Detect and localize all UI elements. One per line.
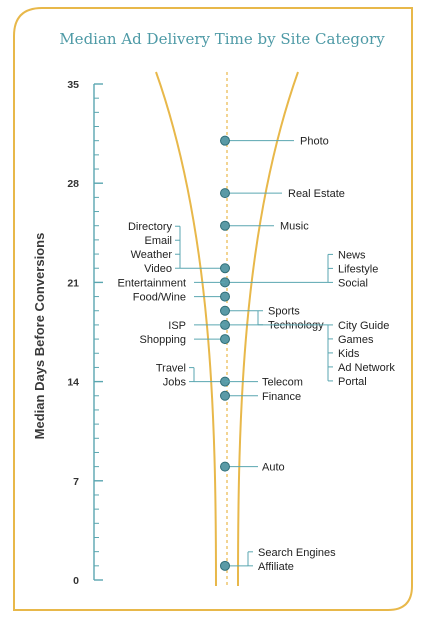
category-label-travel: Travel xyxy=(156,363,186,375)
category-label-city-guide: City Guide xyxy=(338,320,389,332)
category-label-portal: Portal xyxy=(338,376,367,388)
chart-marks: Photo Real Estate Music Directory Email Weath… xyxy=(118,135,395,573)
funnel-guides xyxy=(155,71,299,587)
category-label-kids: Kids xyxy=(338,348,360,360)
category-label-email: Email xyxy=(144,235,172,247)
category-label-news: News xyxy=(338,249,366,261)
y-tick-label: 35 xyxy=(67,79,79,91)
category-label-entertainment: Entertainment xyxy=(118,277,186,289)
category-label-telecom: Telecom xyxy=(262,377,303,389)
category-label-ad-network: Ad Network xyxy=(338,362,395,374)
data-point-auto xyxy=(220,461,230,472)
funnel-left-curve xyxy=(155,71,217,587)
category-label-search-engines: Search Engines xyxy=(258,547,336,559)
category-label-social: Social xyxy=(338,277,368,289)
y-tick-label: 0 xyxy=(73,575,79,587)
y-tick-label: 14 xyxy=(67,377,79,389)
data-point-real-estate xyxy=(220,188,230,199)
data-point-search-engines xyxy=(220,560,230,571)
category-label-games: Games xyxy=(338,334,374,346)
category-label-shopping: Shopping xyxy=(140,334,187,346)
chart-title: Median Ad Delivery Time by Site Category xyxy=(59,30,385,48)
category-label-real-estate: Real Estate xyxy=(288,188,345,200)
data-point-sports xyxy=(220,305,230,316)
y-tick-label: 28 xyxy=(67,178,79,190)
data-point-food-wine xyxy=(220,291,230,302)
category-label-lifestyle: Lifestyle xyxy=(338,263,378,275)
funnel-right-curve xyxy=(237,71,299,587)
category-label-auto: Auto xyxy=(262,462,285,474)
y-tick-label: 21 xyxy=(67,277,79,289)
data-point-photo xyxy=(220,135,230,146)
data-point-finance xyxy=(220,390,230,401)
category-label-weather: Weather xyxy=(131,249,173,261)
chart-frame xyxy=(13,7,413,611)
category-label-isp: ISP xyxy=(168,320,186,332)
category-label-finance: Finance xyxy=(262,391,301,403)
y-axis-label: Median Days Before Conversions xyxy=(32,233,47,440)
category-label-music: Music xyxy=(280,221,309,233)
category-label-technology: Technology xyxy=(268,320,324,332)
category-label-video: Video xyxy=(144,263,172,275)
y-tick-label: 7 xyxy=(73,476,79,488)
data-point-music xyxy=(220,220,230,231)
category-label-sports: Sports xyxy=(268,306,300,318)
data-point-directory xyxy=(220,263,230,274)
data-point-shopping xyxy=(220,334,230,345)
category-label-affiliate: Affiliate xyxy=(258,561,294,573)
category-label-food-wine: Food/Wine xyxy=(133,292,186,304)
category-label-directory: Directory xyxy=(128,221,173,233)
y-axis: 0 7 14 21 28 35 xyxy=(67,79,103,587)
category-label-jobs: Jobs xyxy=(163,377,187,389)
category-label-photo: Photo xyxy=(300,136,329,148)
